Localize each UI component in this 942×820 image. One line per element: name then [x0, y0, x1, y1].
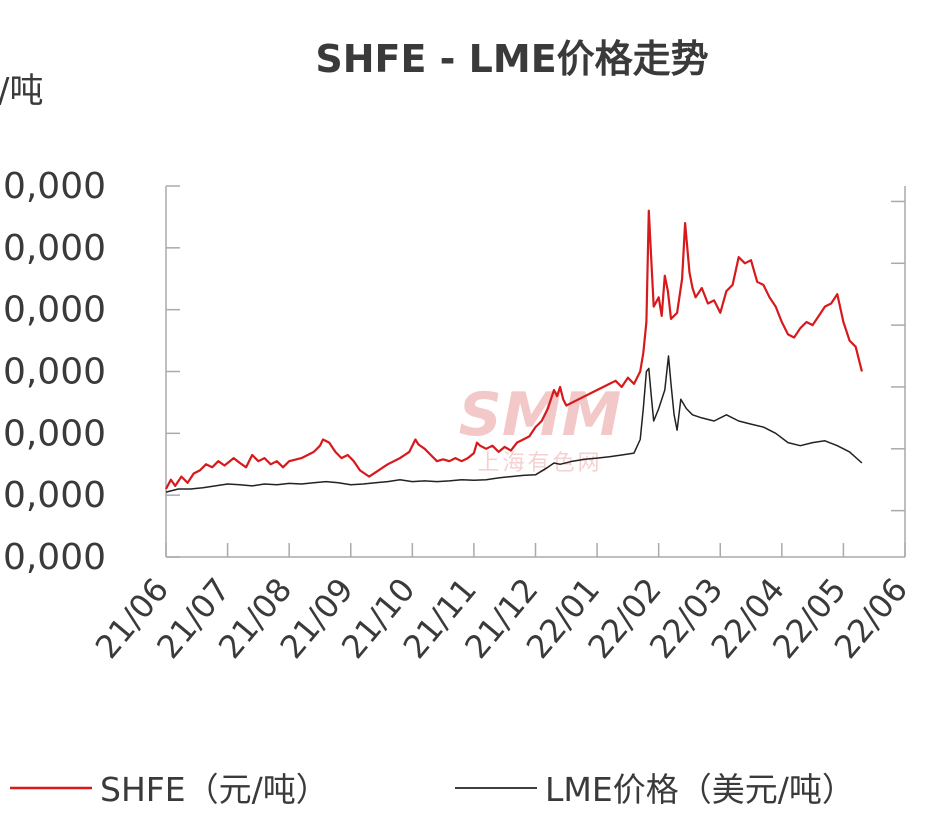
legend-label-shfe: SHFE（元/吨）	[100, 770, 329, 809]
series-line-shfe	[165, 209, 863, 490]
series-line-lme	[165, 355, 863, 493]
y-tick-label: 0,000	[3, 352, 106, 393]
y-ticks-right	[891, 200, 905, 512]
legend: SHFE（元/吨） LME价格（美元/吨）	[10, 770, 855, 809]
y-tick-label: 0,000	[3, 537, 106, 578]
y-ticks-left	[166, 185, 180, 558]
y-tick-label: 0,000	[3, 290, 106, 331]
y-tick-labels: 0,000 0,000 0,000 0,000 0,000 0,000 0,000	[3, 166, 106, 578]
legend-label-lme: LME价格（美元/吨）	[545, 770, 855, 809]
y-tick-label: 0,000	[3, 228, 106, 269]
watermark-text: 上海有色网	[477, 451, 602, 476]
x-ticks	[165, 543, 906, 557]
chart-title: SHFE - LME价格走势	[315, 37, 708, 81]
y-tick-label: 0,000	[3, 166, 106, 207]
series-lines	[165, 209, 863, 493]
y-tick-label: 0,000	[3, 413, 106, 454]
y-tick-label: 0,000	[3, 475, 106, 516]
x-tick-labels: 21/0621/0721/0821/0921/1021/1121/1222/01…	[88, 571, 915, 666]
y-axis-unit-label: /吨	[0, 71, 43, 111]
smm-watermark: SMM 上海有色网	[459, 380, 622, 476]
